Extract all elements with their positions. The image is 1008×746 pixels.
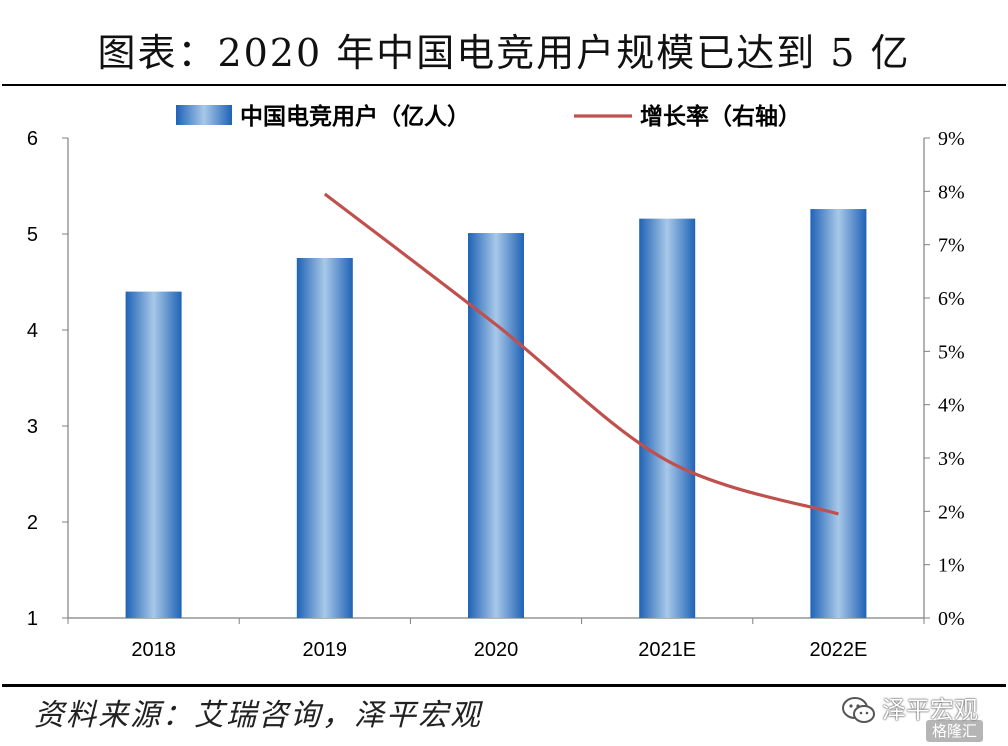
growth-rate-line [323, 192, 839, 516]
right-tick-label: 1% [938, 555, 965, 577]
x-tick-label: 2022E [809, 639, 867, 661]
bar-2020 [468, 233, 524, 619]
line-series [323, 192, 839, 516]
right-tick-label: 8% [938, 181, 965, 203]
source-note: 资料来源：艾瑞咨询，泽平宏观 [34, 698, 482, 733]
right-tick-label: 5% [938, 341, 965, 363]
left-tick-label: 4 [27, 320, 38, 342]
legend-bar-swatch [176, 105, 232, 125]
right-tick-label: 6% [938, 288, 965, 310]
x-tick-label: 2018 [131, 639, 176, 661]
right-tick-label: 4% [938, 395, 965, 417]
bar-series [125, 209, 867, 619]
bar-2021E [639, 218, 696, 618]
left-tick-label: 1 [27, 608, 38, 630]
watermark: 泽平宏观 格隆汇 [842, 688, 1008, 744]
chart-title: 图表：2020 年中国电竞用户规模已达到 5 亿 [97, 31, 911, 75]
x-tick-label: 2021E [638, 639, 696, 661]
x-tick-label: 2020 [474, 639, 519, 661]
combo-chart: 中国电竞用户（亿人） 增长率（右轴） 1 2 3 4 5 6 0% 1% 2% 3% 4% 5% 6% 7%… [27, 103, 965, 661]
legend-line-label: 增长率（右轴） [640, 103, 801, 130]
left-tick-label: 3 [27, 416, 38, 438]
left-tick-label: 2 [27, 512, 38, 534]
watermark-name: 泽平宏观 [882, 696, 978, 724]
legend: 中国电竞用户（亿人） 增长率（右轴） [176, 103, 801, 130]
watermark-badge: 格隆汇 [926, 720, 984, 742]
legend-bar-label: 中国电竞用户（亿人） [240, 103, 470, 130]
right-tick-label: 2% [938, 501, 965, 523]
right-tick-label: 9% [938, 128, 965, 150]
right-tick-label: 3% [938, 448, 965, 470]
x-tick-label: 2019 [303, 639, 348, 661]
bar-2019 [296, 258, 353, 618]
left-tick-label: 5 [27, 224, 38, 246]
left-tick-label: 6 [27, 128, 38, 150]
right-tick-label: 7% [938, 235, 965, 257]
top-divider [2, 84, 1006, 86]
bar-2018 [125, 291, 182, 618]
right-tick-label: 0% [938, 608, 965, 630]
axes: 1 2 3 4 5 6 0% 1% 2% 3% 4% 5% 6% 7% 8% 9% 2018 2019 2020 20… [27, 128, 965, 661]
bottom-divider [2, 684, 1006, 687]
wechat-icon [842, 697, 875, 723]
bar-2022E [810, 209, 867, 618]
